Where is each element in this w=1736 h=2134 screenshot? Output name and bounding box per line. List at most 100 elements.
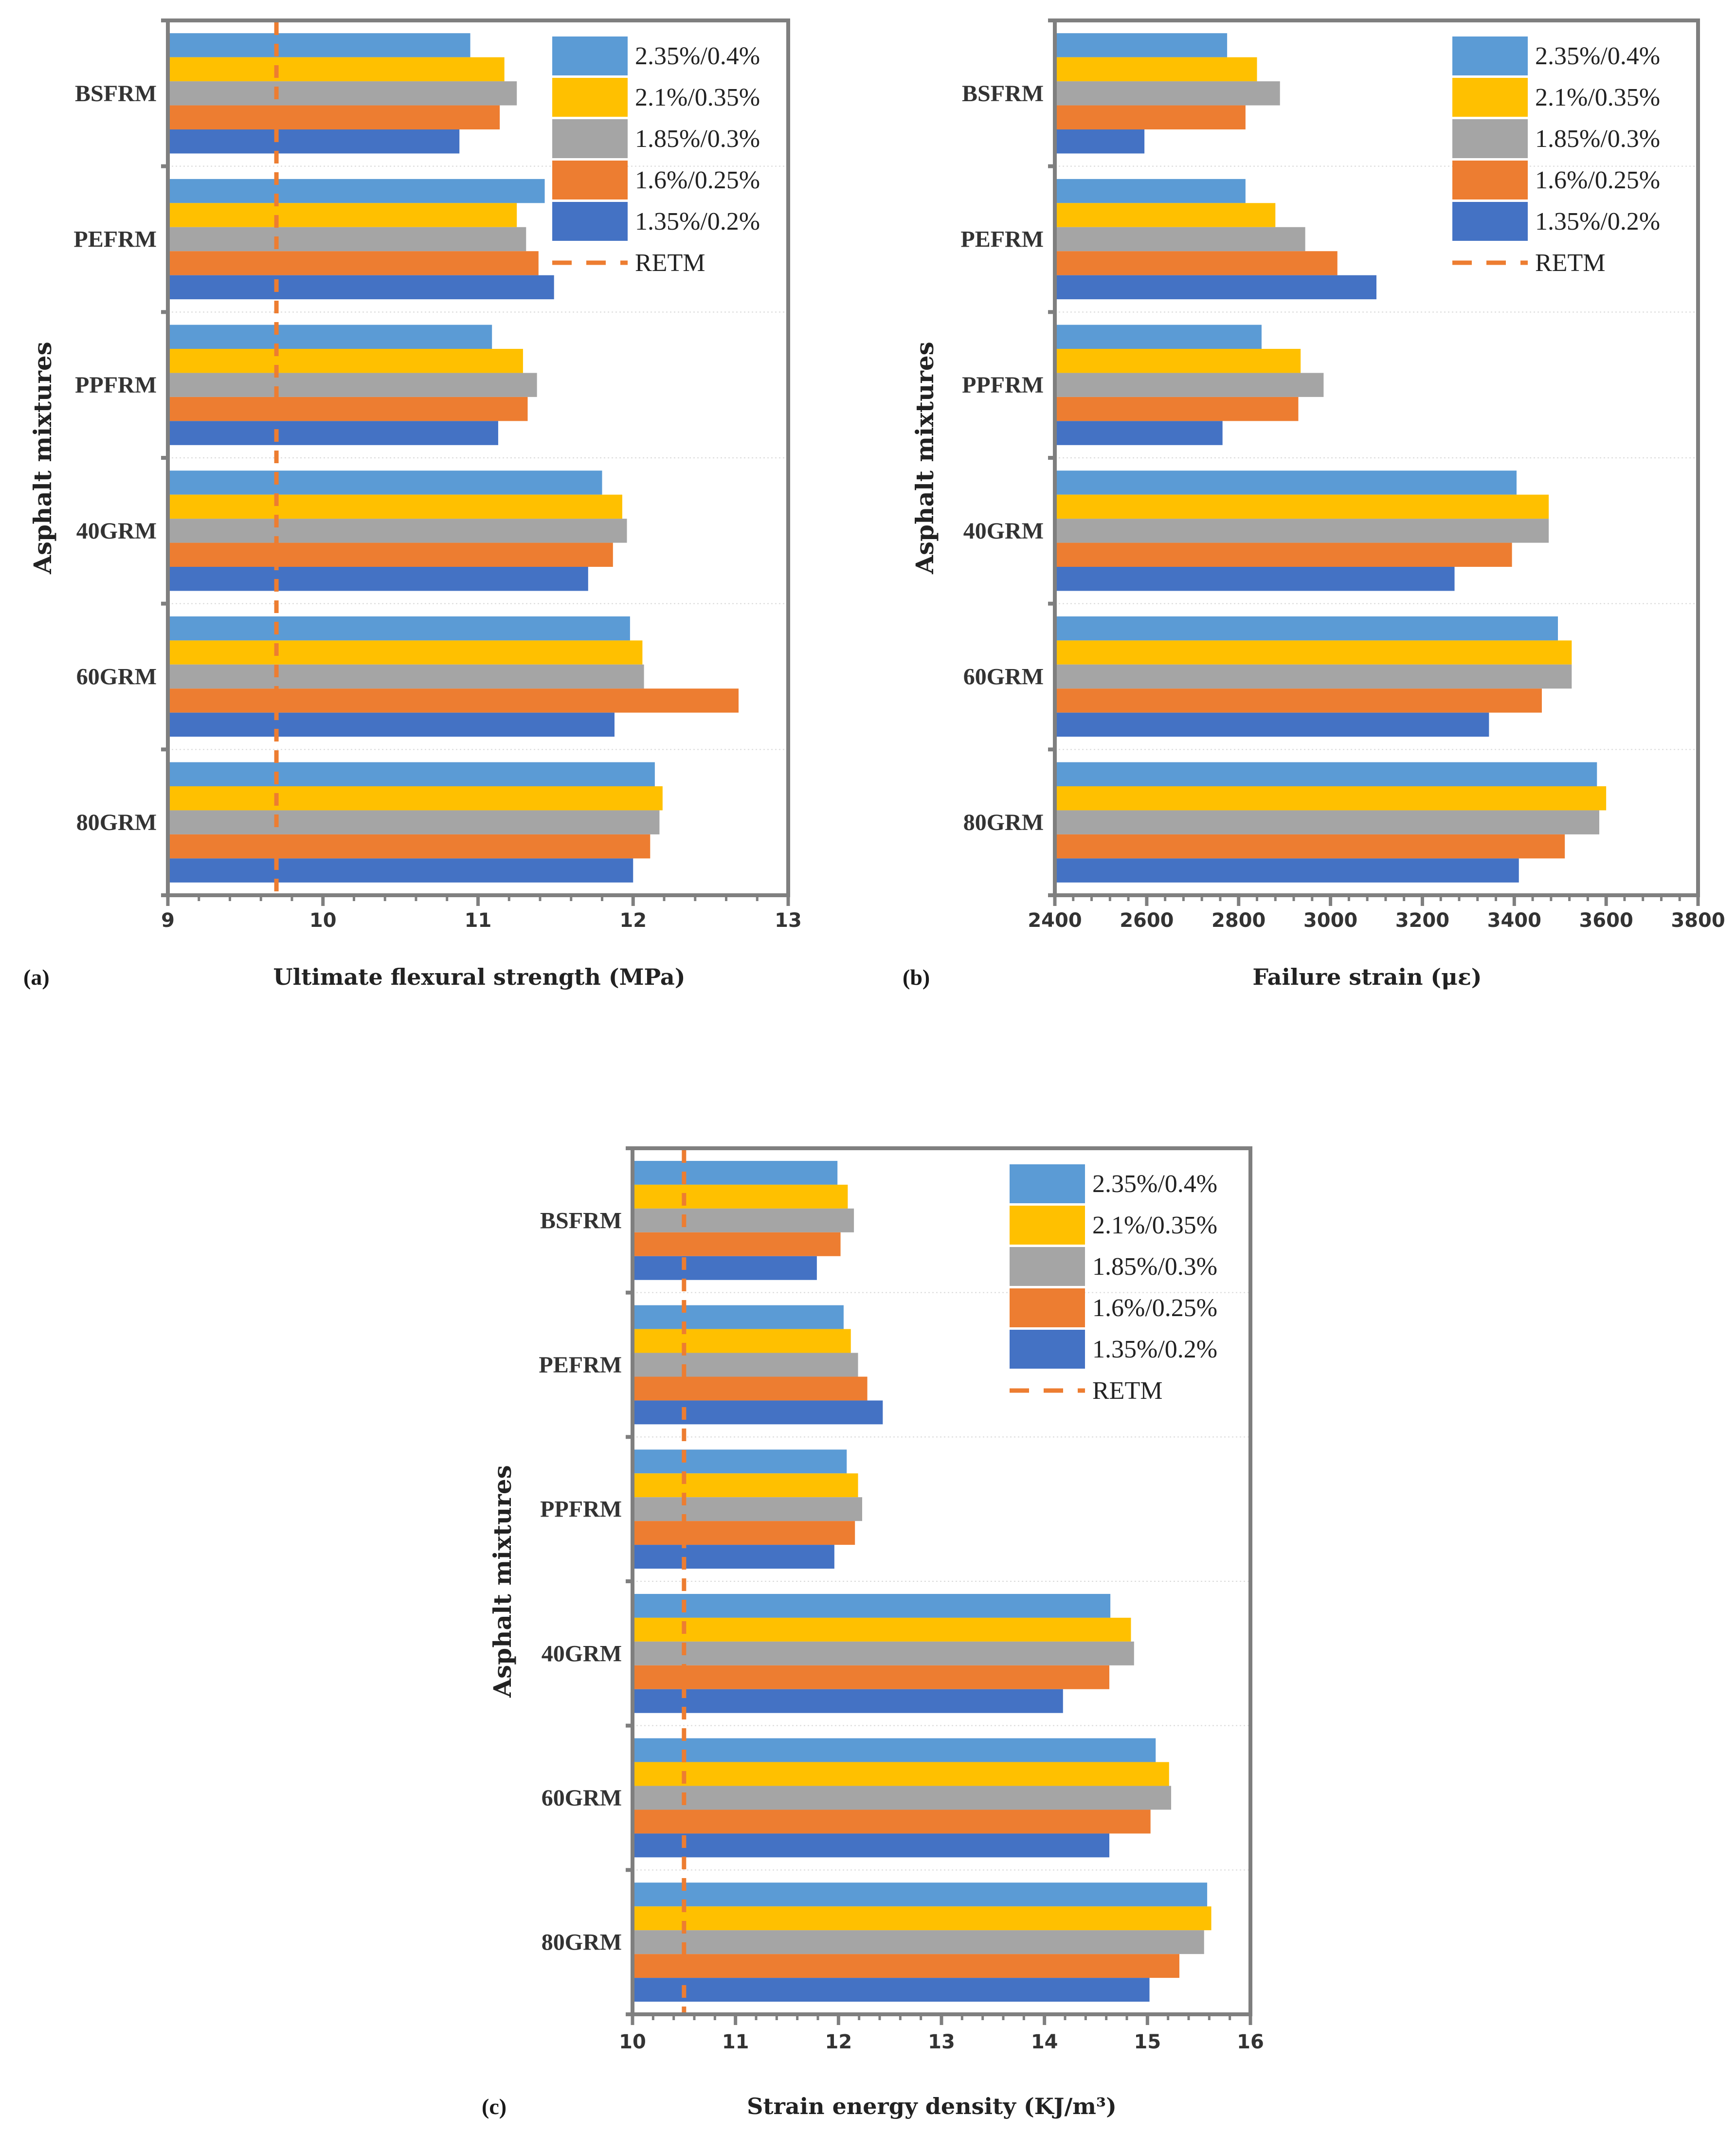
- bar-bsfrm-2: [1055, 81, 1280, 106]
- bar-40grm-1: [1055, 494, 1549, 519]
- legend-entry: 1.35%/0.2%: [1092, 1336, 1217, 1363]
- bar-40grm-0: [168, 470, 602, 495]
- bar-ppfrm-1: [168, 348, 523, 373]
- bar-60grm-1: [1055, 640, 1572, 665]
- panel-label-a: (a): [23, 965, 50, 990]
- bar-ppfrm-3: [1055, 397, 1299, 421]
- bar-60grm-1: [168, 640, 643, 665]
- x-tick-label: 13: [928, 2031, 955, 2053]
- category-label: PEFRM: [539, 1352, 622, 1378]
- y-axis-title: Asphalt mixtures: [28, 342, 57, 575]
- bar-ppfrm-3: [633, 1521, 855, 1545]
- bar-80grm-3: [633, 1954, 1179, 1978]
- bar-pefrm-1: [168, 203, 517, 227]
- bar-bsfrm-2: [168, 81, 517, 106]
- legend-entry: 1.85%/0.3%: [635, 125, 760, 153]
- x-tick-label: 16: [1237, 2031, 1264, 2053]
- legend-swatch: [552, 161, 628, 199]
- category-label: PPFRM: [540, 1497, 622, 1522]
- x-tick-label: 13: [775, 909, 802, 932]
- legend-swatch: [552, 36, 628, 75]
- category-label: 40GRM: [76, 518, 157, 544]
- x-tick-label: 2400: [1028, 909, 1082, 932]
- bar-ppfrm-4: [168, 421, 498, 445]
- bar-40grm-4: [1055, 567, 1455, 591]
- bar-pefrm-3: [168, 251, 539, 275]
- panel-label-b: (b): [903, 965, 930, 990]
- legend-swatch: [552, 78, 628, 117]
- bar-80grm-2: [168, 810, 660, 834]
- category-label: 60GRM: [963, 664, 1044, 690]
- legend-entry: 1.85%/0.3%: [1092, 1253, 1217, 1281]
- legend-entry: 1.6%/0.25%: [635, 166, 760, 194]
- bar-40grm-4: [633, 1689, 1063, 1713]
- plot-frame: [1053, 18, 1700, 897]
- legend-entry: 1.35%/0.2%: [635, 208, 760, 235]
- bar-80grm-3: [1055, 834, 1565, 859]
- bar-60grm-2: [168, 664, 644, 689]
- bar-ppfrm-2: [1055, 373, 1324, 397]
- bar-80grm-0: [1055, 762, 1597, 786]
- bar-60grm-3: [168, 688, 739, 713]
- bar-pefrm-2: [633, 1353, 858, 1377]
- bar-40grm-3: [168, 543, 613, 567]
- legend-swatch: [1010, 1206, 1085, 1245]
- bar-40grm-2: [168, 519, 627, 543]
- x-tick-label: 12: [619, 909, 647, 932]
- bar-ppfrm-0: [633, 1449, 847, 1474]
- bar-bsfrm-3: [168, 105, 500, 130]
- x-tick-label: 2800: [1212, 909, 1266, 932]
- x-tick-label: 11: [465, 909, 492, 932]
- category-label: 80GRM: [76, 810, 157, 835]
- bar-ppfrm-0: [168, 325, 492, 349]
- legend-swatch: [1452, 36, 1528, 75]
- bar-bsfrm-0: [633, 1160, 838, 1185]
- chart-panel-0: BSFRM PEFRM PPFRM 40GRM 60GRM 80GRM 9 10 11 12 13 A…: [28, 18, 802, 932]
- x-tick-label: 3800: [1671, 909, 1725, 932]
- x-tick-label: 10: [309, 909, 337, 932]
- bar-40grm-1: [633, 1617, 1131, 1642]
- bar-bsfrm-0: [168, 33, 470, 57]
- bar-bsfrm-4: [633, 1256, 817, 1280]
- bar-pefrm-1: [633, 1329, 851, 1353]
- bar-ppfrm-4: [1055, 421, 1223, 445]
- bar-bsfrm-4: [168, 129, 460, 154]
- bar-40grm-2: [633, 1641, 1134, 1665]
- bar-pefrm-3: [633, 1376, 868, 1401]
- bar-40grm-2: [1055, 519, 1549, 543]
- legend-entry: 2.35%/0.4%: [1092, 1170, 1217, 1198]
- bar-bsfrm-0: [1055, 33, 1228, 57]
- legend-entry: 2.1%/0.35%: [1535, 84, 1660, 111]
- bar-40grm-1: [168, 494, 622, 519]
- bar-80grm-1: [1055, 786, 1607, 811]
- bar-pefrm-2: [168, 227, 526, 252]
- x-tick-label: 9: [161, 909, 175, 932]
- bar-80grm-1: [168, 786, 663, 811]
- bar-pefrm-3: [1055, 251, 1338, 275]
- bar-ppfrm-2: [633, 1497, 863, 1521]
- bar-60grm-3: [633, 1809, 1151, 1834]
- category-label: PEFRM: [73, 227, 157, 253]
- bar-80grm-1: [633, 1906, 1212, 1931]
- category-label: 40GRM: [963, 518, 1044, 544]
- bar-bsfrm-4: [1055, 129, 1145, 154]
- legend-swatch: [1452, 78, 1528, 117]
- bar-ppfrm-4: [633, 1545, 834, 1569]
- legend-entry: 1.6%/0.25%: [1092, 1294, 1217, 1322]
- y-axis-title: Asphalt mixtures: [910, 342, 939, 575]
- legend-entry-retm: RETM: [1092, 1377, 1162, 1405]
- bar-60grm-0: [1055, 616, 1558, 641]
- bar-40grm-4: [168, 567, 588, 591]
- bar-pefrm-0: [1055, 179, 1246, 203]
- category-label: PPFRM: [75, 372, 157, 398]
- x-tick-label: 15: [1134, 2031, 1161, 2053]
- bar-80grm-4: [168, 858, 633, 883]
- bar-40grm-0: [1055, 470, 1517, 495]
- x-axis-title-c: Strain energy density (KJ/m³): [747, 2093, 1117, 2119]
- x-tick-label: 14: [1031, 2031, 1058, 2053]
- bar-ppfrm-1: [633, 1473, 858, 1498]
- bar-bsfrm-2: [633, 1208, 854, 1232]
- category-label: BSFRM: [75, 81, 157, 107]
- bar-60grm-4: [633, 1833, 1110, 1858]
- legend-swatch: [1452, 161, 1528, 199]
